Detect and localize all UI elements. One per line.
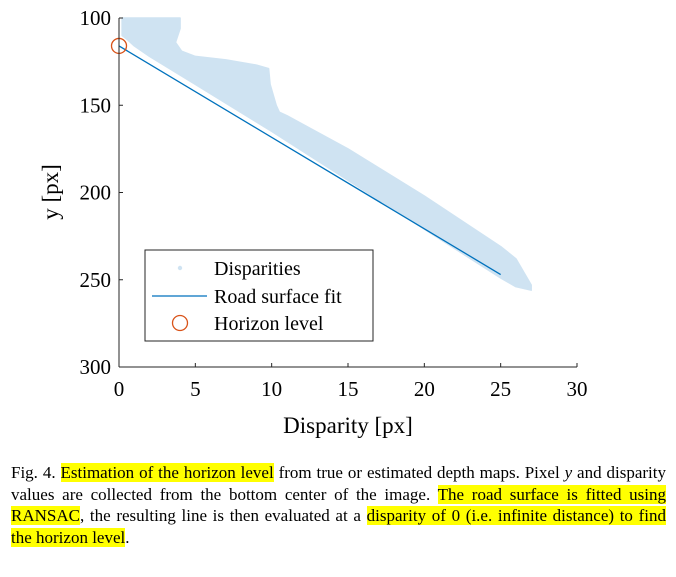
x-tick-label: 10 — [261, 377, 282, 401]
y-ticks: 100 150 200 250 300 — [80, 6, 123, 379]
x-tick-label: 30 — [567, 377, 588, 401]
x-tick-label: 5 — [190, 377, 201, 401]
figure-chart: 0 5 10 15 20 25 30 100 150 200 250 300 Disparity [… — [38, 6, 588, 438]
caption-text: . — [125, 527, 130, 547]
caption-text: , the resulting line is then evaluated a… — [79, 506, 367, 525]
legend-horizon-label: Horizon level — [214, 313, 324, 335]
caption-text: y — [564, 463, 573, 482]
x-tick-label: 15 — [338, 377, 359, 401]
y-tick-label: 100 — [80, 6, 112, 30]
x-axis-label: Disparity [px] — [283, 413, 413, 438]
legend-horizon-swatch — [171, 314, 189, 332]
x-ticks: 0 5 10 15 20 25 30 — [114, 363, 588, 401]
x-tick-label: 25 — [490, 377, 511, 401]
y-tick-label: 150 — [80, 93, 112, 117]
caption-highlight: Estimation of the horizon level — [60, 463, 274, 482]
y-tick-label: 200 — [80, 181, 112, 205]
disparities-region — [121, 17, 532, 291]
figure-caption: Fig. 4. Estimation of the horizon level … — [11, 462, 666, 548]
legend-disparities-swatch — [177, 265, 183, 271]
legend-disparities-label: Disparities — [214, 258, 301, 280]
caption-text: Fig. 4. — [11, 463, 61, 482]
x-tick-label: 20 — [414, 377, 435, 401]
road-surface-fit-line — [118, 45, 502, 276]
fit-line-layer — [118, 45, 502, 276]
y-axis-label: y [px] — [38, 164, 63, 220]
legend: Disparities Road surface fit Horizon lev… — [144, 249, 374, 342]
y-tick-label: 300 — [80, 355, 112, 379]
legend-fit-label: Road surface fit — [214, 286, 342, 308]
y-tick-label: 250 — [80, 268, 112, 292]
x-tick-label: 0 — [114, 377, 125, 401]
caption-text: from true or estimated depth maps. Pixel — [273, 463, 565, 482]
disparities-scatter — [121, 17, 532, 291]
caption-text: and disparity values are collected from … — [11, 463, 666, 504]
